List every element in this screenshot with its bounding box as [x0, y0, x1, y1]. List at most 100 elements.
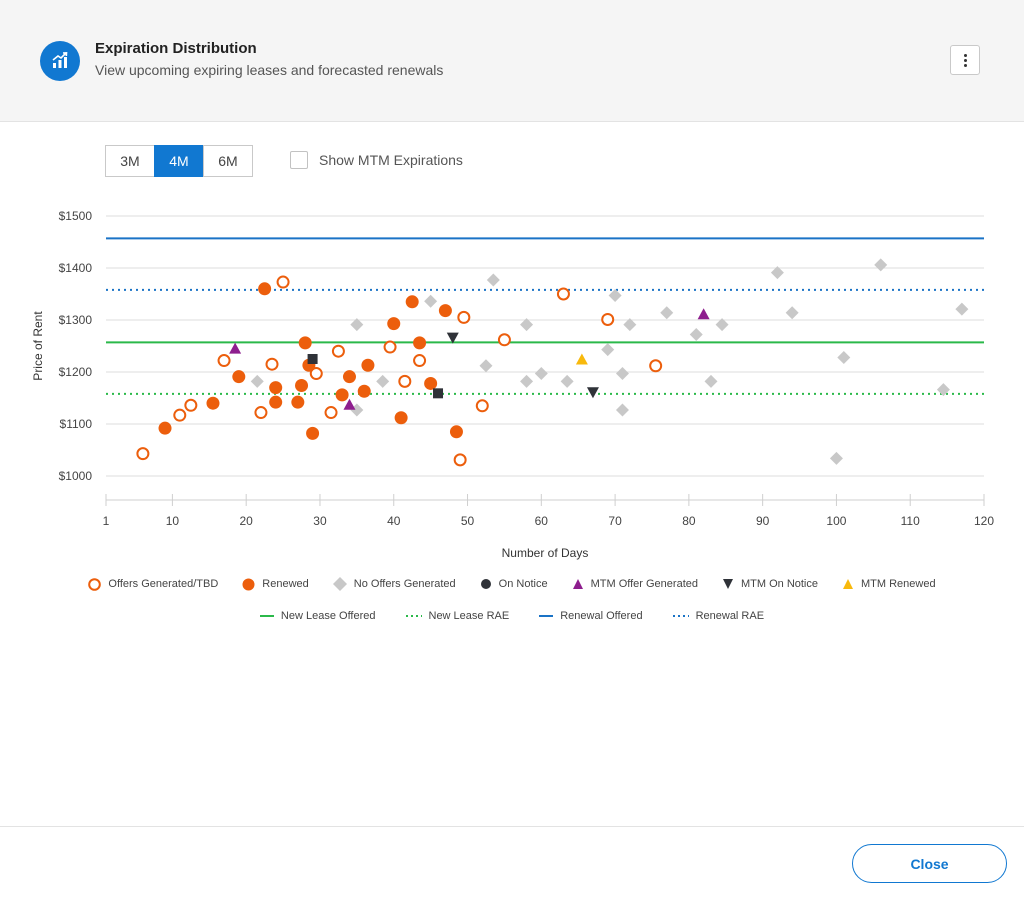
data-point-renewed [438, 304, 452, 318]
data-point-no-offer [601, 343, 615, 357]
data-point-offer [254, 406, 268, 420]
y-tick-label: $1100 [60, 417, 93, 431]
mtm-label: Show MTM Expirations [319, 152, 463, 168]
data-point-renewed [449, 425, 463, 439]
data-point-offer [383, 340, 397, 354]
data-point-offer [217, 354, 231, 368]
x-tick-label: 50 [461, 514, 475, 528]
data-point-offer [453, 453, 467, 467]
data-point-renewed [158, 421, 172, 435]
x-tick-label: 10 [166, 514, 180, 528]
legend-mtm-notice: MTM On Notice [722, 577, 818, 591]
data-point-offer [184, 398, 198, 412]
data-point-renewed [387, 317, 401, 331]
y-tick-label: $1500 [59, 209, 93, 223]
x-tick-label: 1 [103, 514, 110, 528]
x-tick-label: 80 [682, 514, 696, 528]
data-point-renewed [342, 370, 356, 384]
range-6m-button[interactable]: 6M [203, 145, 253, 177]
data-point-offer [136, 447, 150, 461]
data-point-renewed [291, 395, 305, 409]
modal-title: Expiration Distribution [95, 40, 257, 57]
legend-mtm-offer: MTM Offer Generated [572, 577, 698, 591]
legend-mtm-renewed: MTM Renewed [842, 577, 936, 591]
data-point-no-offer [520, 318, 534, 332]
x-tick-label: 120 [974, 514, 994, 528]
data-point-renewed [361, 358, 375, 372]
y-axis-label: Price of Rent [31, 311, 45, 381]
legend-renewal-offered: Renewal Offered [539, 610, 643, 622]
data-point-mtm [343, 398, 356, 410]
data-point-renewed [335, 388, 349, 402]
data-point-offer [475, 399, 489, 413]
data-point-renewed [298, 336, 312, 350]
legend-renewal-rae: Renewal RAE [672, 610, 765, 622]
data-point-on-notice [433, 388, 444, 399]
data-point-no-offer [689, 328, 703, 342]
data-point-no-offer [520, 374, 534, 388]
data-point-offer [457, 310, 471, 324]
data-point-offer [413, 354, 427, 368]
data-point-offer [398, 374, 412, 388]
x-tick-label: 100 [826, 514, 846, 528]
x-tick-label: 70 [608, 514, 622, 528]
range-4m-button[interactable]: 4M [154, 145, 204, 177]
data-point-offer [331, 344, 345, 358]
legend-markers: Offers Generated/TBD Renewed No Offers G… [0, 577, 1024, 591]
data-point-no-offer [770, 266, 784, 280]
data-point-no-offer [486, 273, 500, 287]
data-point-mtm-notice [586, 387, 599, 399]
legend-lines: New Lease Offered New Lease RAE Renewal … [0, 610, 1024, 622]
data-point-no-offer [874, 258, 888, 272]
data-point-renewed [394, 411, 408, 425]
y-tick-label: $1300 [59, 313, 93, 327]
data-point-offer [309, 367, 323, 381]
data-point-no-offer [560, 374, 574, 388]
data-point-offer [556, 287, 570, 301]
x-tick-label: 40 [387, 514, 401, 528]
x-tick-label: 60 [535, 514, 549, 528]
legend-renewed: Renewed [242, 577, 309, 591]
data-point-renewed [357, 384, 371, 398]
data-point-renewed [405, 295, 419, 309]
data-point-renewed [269, 381, 283, 395]
data-point-renewed [206, 396, 220, 410]
data-point-no-offer [424, 294, 438, 308]
data-point-no-offer [479, 359, 493, 373]
data-point-renewed [413, 336, 427, 350]
data-point-no-offer [608, 289, 622, 303]
data-point-no-offer [936, 383, 950, 397]
x-tick-label: 110 [901, 514, 920, 528]
data-point-on-notice [307, 354, 318, 364]
data-point-no-offer [350, 318, 364, 332]
data-point-offer [276, 275, 290, 289]
x-tick-label: 90 [756, 514, 770, 528]
data-point-no-offer [785, 306, 799, 320]
legend-no-offers: No Offers Generated [332, 577, 456, 591]
data-point-offer [324, 406, 338, 420]
data-point-no-offer [715, 318, 729, 332]
data-point-no-offer [250, 374, 264, 388]
data-point-no-offer [660, 306, 674, 320]
more-vertical-icon[interactable] [950, 45, 980, 75]
data-point-offer [601, 312, 615, 326]
y-tick-label: $1400 [59, 261, 93, 275]
modal-subtitle: View upcoming expiring leases and foreca… [95, 62, 444, 78]
y-tick-label: $1200 [59, 365, 93, 379]
data-point-renewed [306, 426, 320, 440]
x-tick-label: 30 [313, 514, 327, 528]
close-button[interactable]: Close [852, 844, 1007, 883]
mtm-checkbox[interactable] [290, 151, 308, 169]
data-point-offer [265, 357, 279, 371]
data-point-no-offer [615, 367, 629, 381]
data-point-no-offer [534, 367, 548, 381]
x-axis-label: Number of Days [502, 546, 589, 560]
data-point-no-offer [704, 374, 718, 388]
chart-icon [40, 41, 80, 81]
mtm-toggle[interactable]: Show MTM Expirations [290, 151, 463, 169]
legend-new-lease-rae: New Lease RAE [405, 610, 510, 622]
range-3m-button[interactable]: 3M [105, 145, 155, 177]
data-point-mtm [575, 353, 588, 365]
data-point-offer [497, 333, 511, 347]
